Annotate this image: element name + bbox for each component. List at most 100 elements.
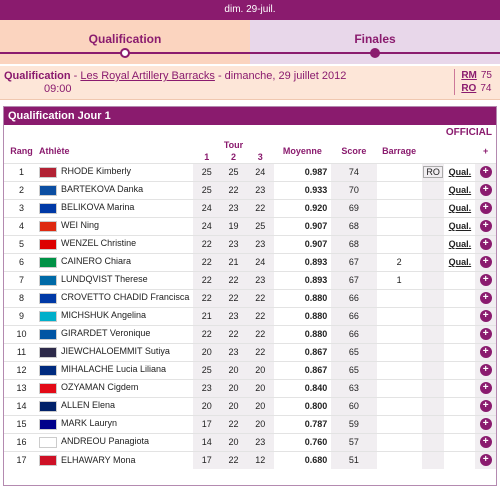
plus-icon[interactable]: +: [479, 418, 492, 430]
record-link-ro[interactable]: RO: [461, 83, 477, 94]
athlete-name: BELIKOVA Marina: [60, 202, 135, 213]
plus-icon[interactable]: +: [479, 382, 492, 394]
athlete-cell: RHODE Kimberly: [38, 162, 194, 181]
athlete-cell: BELIKOVA Marina: [38, 198, 194, 217]
tab-qualification[interactable]: Qualification: [0, 20, 250, 64]
qual-cell: [444, 324, 476, 343]
barrage-cell: [376, 306, 422, 325]
barrage-cell: [376, 342, 422, 361]
rank-cell: 12: [4, 360, 39, 379]
flag-icon: [38, 454, 57, 466]
record-cell: [421, 252, 445, 271]
plus-cell: +: [475, 378, 496, 397]
results-panel: Qualification Jour 1 OFFICIAL Rang Athlè…: [3, 106, 497, 486]
score-cell: 74: [331, 162, 377, 181]
plus-icon[interactable]: +: [479, 436, 492, 448]
qual-link[interactable]: Qual.: [448, 239, 472, 249]
qual-link[interactable]: Qual.: [448, 257, 472, 267]
athlete-name: WEI Ning: [60, 220, 99, 231]
avg-cell: 0.907: [273, 234, 332, 253]
avg-cell: 0.893: [273, 252, 332, 271]
plus-icon[interactable]: +: [479, 328, 492, 340]
qual-cell: [444, 414, 476, 433]
flag-icon: [38, 274, 57, 286]
athlete-cell: OZYAMAN Cigdem: [38, 378, 194, 397]
tour-2-cell: 23: [220, 234, 247, 253]
record-link-rm[interactable]: RM: [461, 70, 477, 81]
tab-finales[interactable]: Finales: [250, 20, 500, 64]
tour-2-cell: 20: [220, 396, 247, 415]
plus-icon[interactable]: +: [479, 274, 492, 286]
plus-icon[interactable]: +: [479, 184, 492, 196]
athlete-name: BARTEKOVA Danka: [60, 184, 144, 195]
athlete-cell: ALLEN Elena: [38, 396, 194, 415]
qual-cell: Qual.: [444, 162, 476, 181]
plus-icon[interactable]: +: [479, 400, 492, 412]
table-row: 17 ELHAWARY Mona 17 22 12 0.680 51 +: [4, 450, 496, 469]
qual-cell: [444, 288, 476, 307]
tour-1-cell: 22: [193, 252, 221, 271]
tour-1-cell: 17: [193, 414, 221, 433]
athlete-name: CAINERO Chiara: [60, 256, 132, 267]
table-row: 9 MICHSHUK Angelina 21 23 22 0.880 66 +: [4, 306, 496, 325]
qual-cell: [444, 432, 476, 451]
plus-icon[interactable]: +: [479, 346, 492, 358]
rank-cell: 8: [4, 288, 39, 307]
qual-link[interactable]: Qual.: [448, 203, 472, 213]
plus-icon[interactable]: +: [479, 220, 492, 232]
flag-icon: [38, 436, 57, 448]
event-info: Qualification - Les Royal Artillery Barr…: [0, 66, 500, 100]
rank-cell: 13: [4, 378, 39, 397]
plus-icon[interactable]: +: [479, 256, 492, 268]
barrage-cell: [376, 360, 422, 379]
plus-icon[interactable]: +: [479, 238, 492, 250]
avg-cell: 0.893: [273, 270, 332, 289]
qual-link[interactable]: Qual.: [448, 167, 472, 177]
event-sep: -: [70, 70, 81, 82]
tour-1-cell: 25: [193, 360, 221, 379]
tour-3-cell: 23: [246, 234, 274, 253]
plus-cell: +: [475, 252, 496, 271]
table-row: 6 CAINERO Chiara 22 21 24 0.893 67 2 Qual. +: [4, 252, 496, 271]
results-table: Rang Athlète Tour Moyenne Score Barrage …: [4, 139, 496, 469]
plus-icon[interactable]: +: [479, 202, 492, 214]
table-row: 3 BELIKOVA Marina 24 23 22 0.920 69 Qual. +: [4, 198, 496, 217]
tour-3-cell: 22: [246, 342, 274, 361]
plus-icon[interactable]: +: [479, 166, 492, 178]
avg-cell: 0.787: [273, 414, 332, 433]
score-cell: 66: [331, 324, 377, 343]
barrage-cell: [376, 234, 422, 253]
avg-cell: 0.800: [273, 396, 332, 415]
table-row: 13 OZYAMAN Cigdem 23 20 20 0.840 63 +: [4, 378, 496, 397]
tour-2-cell: 22: [220, 450, 247, 469]
plus-icon[interactable]: +: [479, 364, 492, 376]
athlete-cell: LUNDQVIST Therese: [38, 270, 194, 289]
tour-2-cell: 23: [220, 306, 247, 325]
athlete-cell: MICHSHUK Angelina: [38, 306, 194, 325]
plus-icon[interactable]: +: [479, 454, 492, 467]
plus-icon[interactable]: +: [479, 292, 492, 304]
tour-3-cell: 23: [246, 270, 274, 289]
records-box: RM 75 RO 74: [454, 69, 492, 95]
record-value-ro: 74: [480, 83, 492, 94]
barrage-cell: [376, 162, 422, 181]
rank-cell: 11: [4, 342, 39, 361]
rank-cell: 7: [4, 270, 39, 289]
qual-link[interactable]: Qual.: [448, 221, 472, 231]
avg-cell: 0.867: [273, 342, 332, 361]
qual-link[interactable]: Qual.: [448, 185, 472, 195]
plus-icon[interactable]: +: [479, 310, 492, 322]
barrage-cell: [376, 432, 422, 451]
tour-3-cell: 24: [246, 162, 274, 181]
tour-3-cell: 22: [246, 324, 274, 343]
venue-link[interactable]: Les Royal Artillery Barracks: [80, 70, 215, 82]
tour-2-cell: 20: [220, 360, 247, 379]
avg-cell: 0.760: [273, 432, 332, 451]
athlete-cell: JIEWCHALOEMMIT Sutiya: [38, 342, 194, 361]
barrage-cell: 2: [376, 252, 422, 271]
tour-2-cell: 20: [220, 432, 247, 451]
athlete-cell: WENZEL Christine: [38, 234, 194, 253]
rank-cell: 6: [4, 252, 39, 271]
phase-tabs: Qualification Finales: [0, 20, 500, 64]
tour-1-cell: 20: [193, 342, 221, 361]
